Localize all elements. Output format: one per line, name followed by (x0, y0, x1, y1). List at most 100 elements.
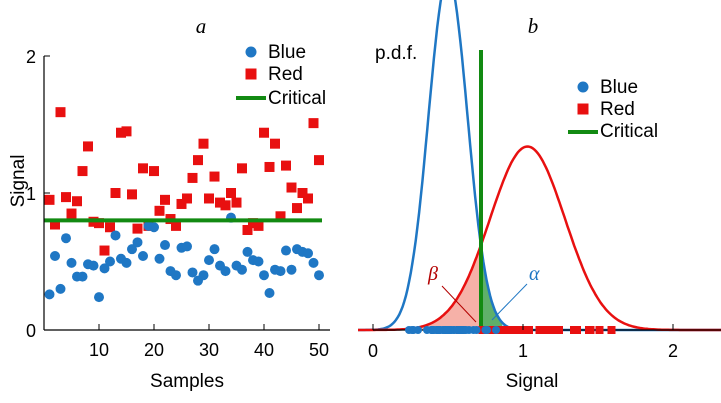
red-point (176, 198, 187, 209)
red-rug-mark (607, 326, 616, 334)
blue-point (237, 264, 247, 275)
alpha-pointer (491, 283, 528, 321)
blue-point (44, 289, 55, 300)
red-rug-mark (508, 326, 517, 334)
red-rug-mark (595, 326, 604, 334)
blue-point (209, 244, 220, 255)
red-point (215, 197, 225, 208)
x-tick-label: 1 (518, 341, 528, 361)
red-point (248, 218, 258, 229)
blue-point (66, 257, 77, 268)
panel-a-label: a (196, 14, 207, 38)
red-point (83, 141, 93, 152)
red-rug-mark (502, 326, 511, 334)
red-point (171, 220, 181, 231)
blue-point (182, 241, 192, 252)
panel-b-tail-areas (418, 244, 553, 330)
y-tick-label: 0 (26, 321, 36, 341)
overlap-area (481, 245, 502, 330)
blue-point (242, 246, 253, 257)
blue-point (138, 251, 148, 262)
red-point (61, 192, 71, 203)
red-point (198, 138, 209, 149)
red-point (308, 118, 319, 129)
blue-point (303, 248, 313, 259)
red-point (110, 188, 121, 198)
red-point (231, 197, 242, 208)
panel-b-pdf-label: p.d.f. (375, 43, 417, 64)
blue-rug-mark (435, 326, 443, 334)
panel-b-label: b (528, 14, 539, 38)
blue-point (61, 233, 71, 244)
blue-point (127, 244, 137, 255)
legend-b-red-label: Red (600, 99, 635, 120)
red-point (253, 220, 264, 231)
blue-point (99, 263, 110, 274)
panel-b-annotations: β α (427, 263, 540, 323)
blue-point (314, 270, 324, 281)
blue-point (187, 267, 198, 278)
x-tick-label: 40 (254, 340, 274, 360)
red-point (116, 127, 126, 138)
red-point (314, 155, 324, 166)
red-point (182, 193, 192, 204)
red-rug-mark (555, 326, 563, 334)
x-tick-label: 30 (199, 340, 219, 360)
x-tick-label: 10 (89, 340, 109, 360)
panel-b-rug (405, 326, 616, 334)
red-point (270, 138, 280, 149)
legend-b-critical-label: Critical (600, 121, 658, 142)
x-tick-label: 50 (309, 340, 329, 360)
red-point (209, 171, 220, 182)
blue-rug-mark (429, 326, 437, 334)
red-point (193, 155, 203, 166)
red-point (99, 245, 110, 256)
beta-area (418, 244, 481, 330)
blue-rug-mark (453, 326, 461, 334)
red-point (160, 194, 170, 205)
red-point (297, 188, 308, 198)
blue-point (149, 222, 159, 233)
panel-b-x-ticks: 0 1 2 (368, 324, 678, 361)
blue-rug-mark (409, 326, 418, 334)
x-tick-label: 2 (668, 341, 678, 361)
red-point (44, 194, 55, 205)
red-point (226, 188, 236, 198)
blue-point (264, 288, 275, 299)
blue-point (121, 257, 132, 268)
blue-point (55, 283, 66, 294)
panel-a-x-axis-label: Samples (150, 371, 224, 392)
red-point (242, 224, 253, 235)
red-point (286, 182, 297, 193)
beta-pointer (441, 285, 477, 323)
blue-point (275, 266, 286, 277)
red-point (264, 161, 275, 172)
red-point (281, 160, 291, 171)
panel-a-x-ticks: 10 20 30 40 50 (89, 324, 329, 360)
x-tick-label: 0 (368, 341, 378, 361)
red-point (259, 127, 269, 138)
red-point (127, 189, 137, 200)
legend-blue-label: Blue (268, 42, 306, 63)
y-tick-label: 2 (26, 47, 36, 67)
panel-a-legend: Blue Red Critical (236, 42, 326, 109)
red-point (132, 223, 143, 234)
blue-point (259, 270, 269, 281)
panel-b-x-axis-label: Signal (506, 371, 559, 392)
blue-point (88, 260, 99, 271)
red-point (105, 222, 115, 233)
red-point (149, 166, 159, 177)
red-point (292, 203, 302, 214)
red-point (121, 126, 132, 137)
blue-rug-mark (481, 326, 490, 334)
red-rug-mark (537, 326, 545, 334)
panel-b: b p.d.f. 0 1 2 β α Signal Blue Red Critica… (358, 0, 721, 392)
blue-rug-mark (492, 326, 500, 334)
red-point (94, 218, 104, 229)
panel-a-y-ticks: 0 1 2 (26, 47, 50, 341)
blue-point (154, 253, 165, 264)
red-point (154, 205, 165, 216)
blue-point (77, 271, 88, 282)
alpha-label: α (529, 263, 540, 285)
